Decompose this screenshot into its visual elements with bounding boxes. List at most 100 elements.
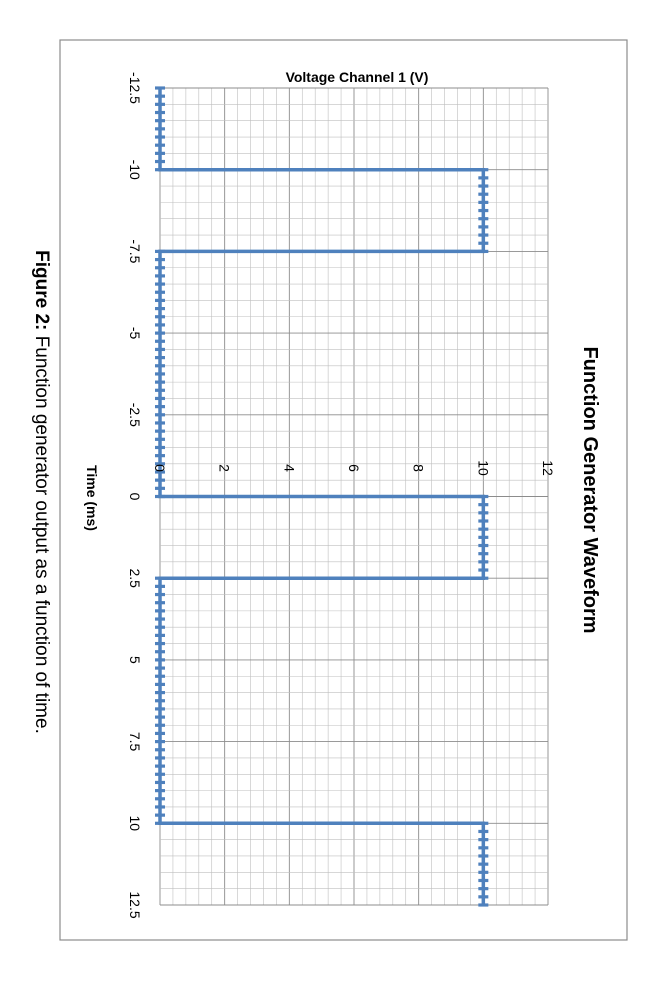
series-line xyxy=(158,88,486,905)
x-tick-label: 12.5 xyxy=(127,891,143,918)
data-point-marker xyxy=(478,829,489,834)
data-point-marker xyxy=(478,854,489,858)
data-point-marker xyxy=(155,405,165,409)
data-point-marker xyxy=(155,748,165,752)
data-point-marker xyxy=(155,298,165,303)
x-tick-label: -7.5 xyxy=(127,239,143,263)
data-point-marker xyxy=(155,347,165,352)
x-tick-label: -5 xyxy=(127,327,143,340)
data-point-marker xyxy=(155,780,165,785)
data-point-marker xyxy=(155,715,165,719)
data-point-marker xyxy=(155,740,165,744)
data-point-marker xyxy=(155,633,165,637)
data-point-marker xyxy=(478,870,489,874)
data-point-marker xyxy=(478,511,489,515)
data-point-marker xyxy=(478,568,489,572)
data-point-marker xyxy=(155,617,165,621)
data-point-marker xyxy=(478,821,489,825)
data-point-marker xyxy=(155,772,165,776)
data-point-marker xyxy=(478,494,489,499)
y-tick-labels: 0 2 4 6 8 10 12 xyxy=(152,460,556,476)
chart-area-border xyxy=(59,39,628,941)
y-tick-label: 0 xyxy=(152,464,168,472)
data-point-marker xyxy=(155,690,165,695)
data-point-marker xyxy=(155,494,165,499)
data-point-marker xyxy=(155,282,165,286)
data-point-marker xyxy=(478,895,489,899)
data-point-marker xyxy=(155,445,165,450)
x-tick-label: 7.5 xyxy=(127,732,143,752)
y-tick-label: 8 xyxy=(411,464,427,472)
x-tick-label: -12.5 xyxy=(127,72,143,104)
data-point-marker xyxy=(155,666,165,670)
data-point-marker xyxy=(155,454,165,458)
x-tick-label: -10 xyxy=(127,160,143,180)
data-point-marker xyxy=(478,503,489,507)
data-point-marker xyxy=(155,102,165,106)
data-point-marker xyxy=(155,682,165,687)
data-point-marker xyxy=(478,576,489,580)
data-point-marker xyxy=(155,723,165,727)
data-point-marker xyxy=(478,168,489,172)
data-point-marker xyxy=(478,192,489,196)
data-point-marker xyxy=(478,535,489,539)
y-tick-label: 2 xyxy=(217,464,233,472)
data-point-marker xyxy=(155,119,165,123)
data-point-marker xyxy=(155,306,165,311)
data-point-marker xyxy=(155,323,165,327)
data-point-marker xyxy=(478,249,489,253)
x-tick-label: 2.5 xyxy=(127,568,143,588)
data-point-marker xyxy=(478,184,489,188)
x-axis-title: Time (ms) xyxy=(84,465,100,531)
data-point-marker xyxy=(155,625,165,629)
x-tick-label: 0 xyxy=(127,493,143,501)
y-tick-label: 12 xyxy=(540,460,556,476)
data-point-marker xyxy=(478,225,489,229)
data-point-marker xyxy=(478,552,489,556)
data-point-marker xyxy=(155,813,165,817)
data-point-marker xyxy=(155,127,165,131)
data-point-marker xyxy=(155,478,165,482)
data-point-marker xyxy=(478,217,489,221)
data-point-marker xyxy=(478,519,489,523)
y-tick-label: 6 xyxy=(346,464,362,472)
data-point-marker xyxy=(478,862,489,866)
data-point-marker xyxy=(155,380,165,384)
data-point-marker xyxy=(155,731,165,736)
data-point-marker xyxy=(155,641,165,646)
data-point-marker xyxy=(155,159,165,164)
data-point-marker xyxy=(478,903,489,907)
data-point-marker xyxy=(155,437,165,441)
chart-title: Function Generator Waveform xyxy=(579,346,601,633)
data-point-marker xyxy=(155,805,165,809)
figure-caption-label: Figure 2: xyxy=(31,250,52,330)
data-point-marker xyxy=(155,429,165,433)
data-point-marker xyxy=(155,650,165,654)
data-point-marker xyxy=(155,576,165,580)
data-point-marker xyxy=(478,233,489,237)
data-point-marker xyxy=(155,315,165,319)
data-point-marker xyxy=(155,388,165,392)
data-point-marker xyxy=(155,86,165,90)
data-point-marker xyxy=(155,821,165,825)
y-axis-title: Voltage Channel 1 (V) xyxy=(286,69,429,85)
data-point-marker xyxy=(155,797,165,801)
data-point-marker xyxy=(155,674,165,678)
data-point-marker xyxy=(155,486,165,490)
data-point-marker xyxy=(155,470,165,474)
data-point-marker xyxy=(155,658,165,662)
figure-caption: Figure 2: Function generator output as a… xyxy=(31,250,52,734)
data-point-marker xyxy=(478,560,489,564)
data-point-marker xyxy=(478,527,489,531)
data-point-marker xyxy=(155,290,165,294)
data-point-marker xyxy=(155,699,165,703)
figure-caption-text: Function generator output as a function … xyxy=(31,330,52,733)
data-point-marker xyxy=(478,838,489,842)
data-point-marker xyxy=(155,110,165,115)
data-point-marker xyxy=(155,584,165,588)
data-point-marker xyxy=(155,413,165,417)
data-point-marker xyxy=(155,249,165,253)
data-point-marker xyxy=(155,168,165,172)
plot-series xyxy=(155,86,489,907)
data-point-marker xyxy=(155,592,165,597)
